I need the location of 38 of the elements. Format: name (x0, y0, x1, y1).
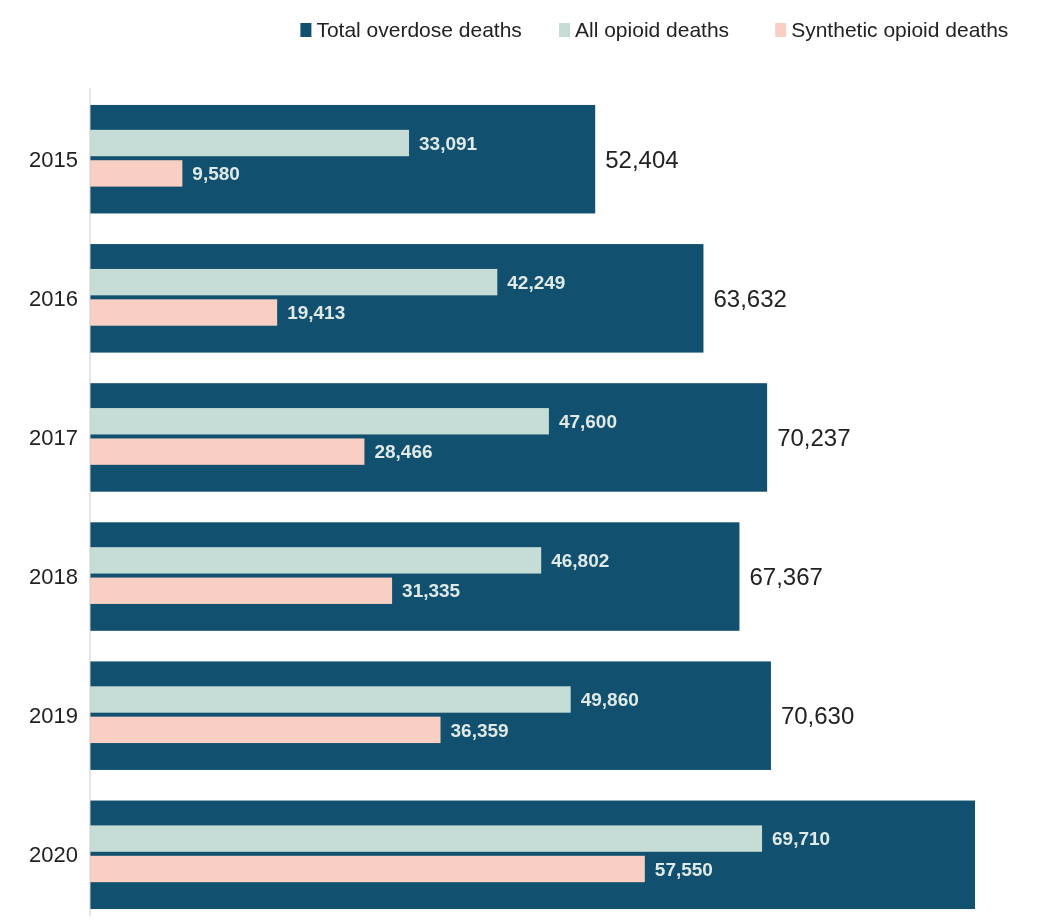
bar (90, 855, 645, 883)
bar (90, 299, 278, 326)
data-label: 47,600 (558, 410, 618, 432)
data-label: 9,580 (192, 163, 240, 185)
y-tick-label: 2016 (29, 286, 78, 312)
data-label: 67,367 (749, 562, 823, 590)
bar (90, 129, 410, 157)
legend-label: All opioid deaths (575, 18, 730, 42)
bar (90, 547, 542, 574)
bar (90, 825, 763, 852)
data-label: 46,802 (551, 550, 610, 572)
bar (90, 268, 498, 296)
data-label: 70,630 (780, 702, 855, 730)
y-tick-label: 2019 (29, 703, 78, 729)
y-tick-label: 2017 (29, 425, 78, 451)
bar (90, 408, 549, 435)
data-label: 49,860 (580, 689, 639, 711)
bar (90, 438, 365, 465)
bar (90, 716, 441, 744)
data-label: 57,550 (654, 858, 713, 880)
legend-label: Synthetic opioid deaths (791, 18, 1009, 42)
data-label: 63,632 (713, 284, 787, 312)
bar (90, 577, 393, 604)
y-tick-label: 2020 (29, 842, 78, 868)
y-tick-label: 2015 (29, 146, 78, 172)
data-label: 70,237 (777, 423, 851, 451)
data-label: 28,466 (374, 441, 433, 463)
bar (90, 160, 183, 187)
bar (90, 686, 571, 713)
data-label: 33,091 (419, 132, 478, 154)
data-label: 31,335 (402, 580, 461, 602)
data-label: 19,413 (287, 302, 346, 324)
legend-label: Total overdose deaths (316, 18, 522, 42)
y-tick-label: 2018 (29, 564, 78, 590)
data-label: 69,710 (772, 828, 831, 850)
data-label: 42,249 (507, 271, 566, 293)
data-label: 36,359 (450, 719, 509, 741)
data-label: 52,404 (605, 145, 679, 173)
